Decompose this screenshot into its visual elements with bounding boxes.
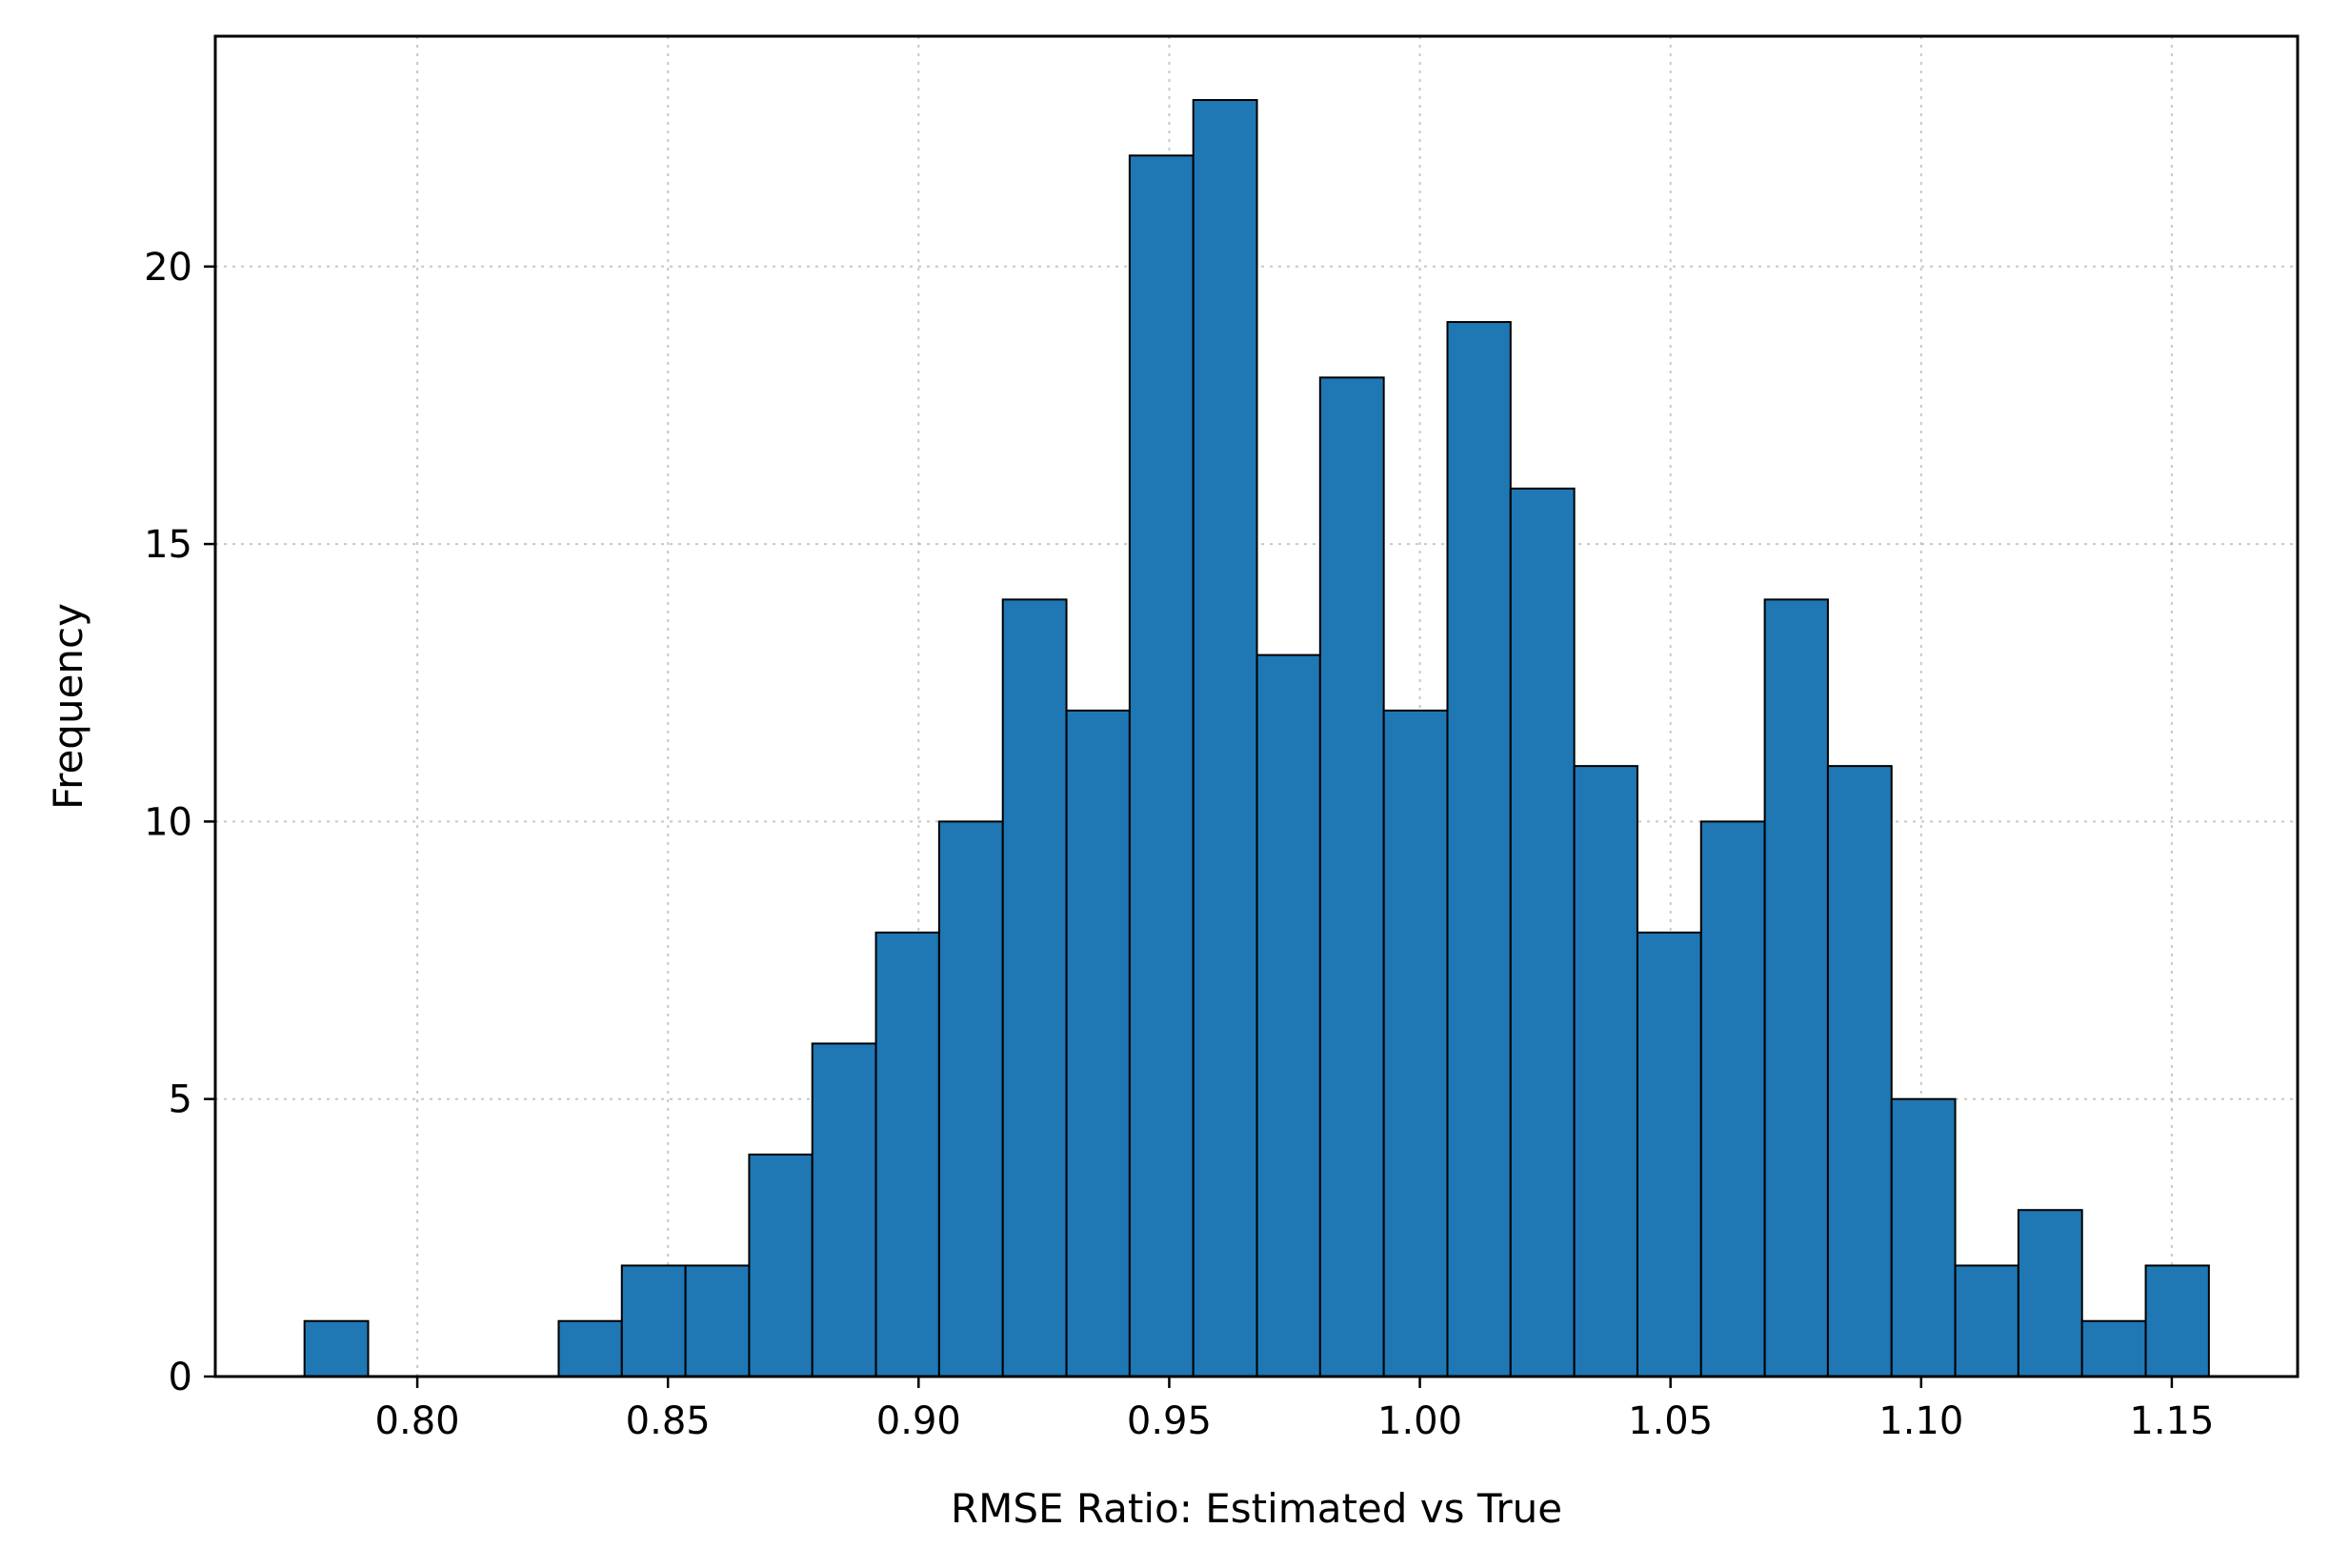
x-tick-label: 0.80 bbox=[375, 1399, 460, 1443]
histogram-bar-13 bbox=[1128, 154, 1195, 1377]
histogram-bar-15 bbox=[1255, 653, 1321, 1377]
histogram-bar-26 bbox=[1954, 1264, 2019, 1378]
histogram-bar-29 bbox=[2144, 1264, 2210, 1378]
histogram-bar-11 bbox=[1001, 598, 1068, 1377]
x-tick-label: 0.85 bbox=[626, 1399, 711, 1443]
y-tick-label: 0 bbox=[169, 1356, 192, 1399]
histogram-bar-8 bbox=[811, 1042, 877, 1378]
histogram-bar-9 bbox=[874, 931, 940, 1377]
histogram-bar-20 bbox=[1573, 765, 1638, 1377]
x-tick-label: 0.90 bbox=[876, 1399, 961, 1443]
y-tick-label: 10 bbox=[144, 800, 192, 844]
y-tick-label: 20 bbox=[144, 246, 192, 290]
x-tick-label: 1.15 bbox=[2129, 1399, 2214, 1443]
histogram-bar-23 bbox=[1763, 598, 1829, 1377]
histogram-bar-27 bbox=[2017, 1209, 2083, 1378]
y-axis-ticks: 0 5 10 15 20 bbox=[144, 246, 215, 1399]
histogram-bar-18 bbox=[1446, 321, 1512, 1378]
histogram-bar-12 bbox=[1065, 709, 1131, 1377]
x-tick-label: 1.10 bbox=[1878, 1399, 1963, 1443]
histogram-bar-24 bbox=[1826, 765, 1893, 1377]
histogram-bar-16 bbox=[1318, 376, 1385, 1378]
histogram-bar-4 bbox=[557, 1319, 623, 1378]
histogram-bar-17 bbox=[1382, 709, 1449, 1377]
y-tick-label: 5 bbox=[169, 1078, 192, 1122]
histogram-bar-21 bbox=[1636, 931, 1702, 1377]
histogram-bar-19 bbox=[1509, 487, 1576, 1377]
histogram-bar-6 bbox=[684, 1264, 751, 1378]
histogram-bar-10 bbox=[937, 820, 1004, 1377]
y-axis-label: Frequency bbox=[45, 603, 91, 810]
plot-frame bbox=[213, 34, 2300, 1378]
x-tick-label: 1.00 bbox=[1377, 1399, 1462, 1443]
x-tick-label: 0.95 bbox=[1127, 1399, 1212, 1443]
histogram-bar-0 bbox=[303, 1319, 370, 1378]
y-tick-label: 15 bbox=[144, 523, 192, 567]
histogram-bar-25 bbox=[1890, 1097, 1957, 1378]
x-axis-label: RMSE Ratio: Estimated vs True bbox=[951, 1485, 1562, 1532]
x-tick-label: 1.05 bbox=[1628, 1399, 1713, 1443]
bars-layer bbox=[303, 99, 2210, 1378]
histogram-bar-14 bbox=[1192, 99, 1258, 1377]
histogram-bar-22 bbox=[1699, 820, 1766, 1377]
histogram-bar-7 bbox=[748, 1153, 813, 1378]
x-axis-ticks: 0.80 0.85 0.90 0.95 1.00 1.05 1.10 1.15 bbox=[375, 1377, 2214, 1443]
histogram-bar-28 bbox=[2080, 1319, 2147, 1378]
histogram-bar-5 bbox=[620, 1264, 687, 1378]
